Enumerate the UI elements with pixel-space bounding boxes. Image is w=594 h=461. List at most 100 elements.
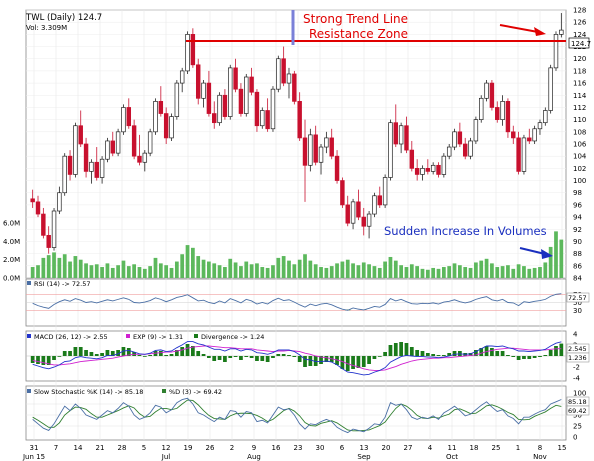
volume-bar (527, 268, 532, 278)
volume-bar (100, 267, 104, 278)
rsi-last-value: 72.57 (568, 294, 587, 302)
macd-histogram-bar (377, 356, 382, 357)
volume-bar (271, 265, 275, 278)
x-tick-label: 15 (558, 444, 567, 452)
price-tick-label: 118 (573, 67, 586, 75)
stoch-legend: Slow Stochastic %K (14) -> 85.18 %D (3) … (27, 388, 222, 396)
volume-bar (538, 267, 542, 278)
macd-histogram-bar (191, 346, 195, 356)
candle-body (361, 216, 366, 227)
price-tick-label: 88 (573, 250, 582, 258)
month-label: Oct (446, 453, 458, 461)
stoch-d-line (32, 399, 562, 432)
volume-bar (393, 260, 398, 278)
candle-body (206, 82, 212, 114)
candle-body (516, 137, 521, 172)
macd-histogram-bar (511, 356, 516, 357)
volume-bar (169, 267, 174, 278)
macd-histogram-bar (217, 356, 222, 360)
candle-body (500, 101, 505, 120)
candle-body (62, 155, 67, 194)
x-tick-label: 23 (294, 444, 303, 452)
divergence-legend-swatch (194, 334, 198, 338)
candle-body (254, 91, 260, 127)
volume-bar (265, 267, 270, 278)
x-tick-label: 8 (538, 444, 542, 452)
candle-body (67, 155, 73, 175)
candle-body (265, 110, 270, 130)
macd-histogram-bar (495, 351, 500, 356)
volume-bar (260, 267, 265, 278)
macd-legend-text: MACD (26, 12) -> 2.55 (34, 333, 108, 341)
volume-bar (484, 258, 489, 278)
volume-bar (228, 258, 233, 278)
x-tick-label: 14 (74, 444, 83, 452)
volume-bar (180, 254, 185, 278)
candle-body (436, 164, 441, 175)
candle-body (543, 110, 548, 124)
macd-tick-label: -2 (573, 364, 580, 372)
volume-bar (84, 263, 88, 278)
macd-histogram-bar (441, 355, 446, 356)
macd-histogram-bar (207, 356, 211, 358)
candle-body (270, 88, 276, 130)
volume-bar (474, 262, 478, 278)
price-tick-label: 106 (573, 141, 587, 149)
volume-bar (479, 260, 484, 278)
candle-body (377, 195, 382, 206)
candle-body (559, 29, 564, 35)
price-tick-label: 92 (573, 226, 582, 234)
macd-histogram-bar (239, 356, 243, 360)
stoch-d-legend-swatch (162, 389, 166, 393)
volume-bar (249, 264, 254, 278)
macd-last-value: 2.545 (568, 345, 587, 353)
volume-bar (174, 261, 179, 278)
x-tick-label: 26 (206, 444, 215, 452)
macd-histogram-bar (78, 347, 83, 356)
volume-bar (142, 268, 147, 278)
candle-body (35, 201, 41, 215)
price-tick-label: 84 (573, 275, 582, 283)
volume-bar (52, 252, 56, 278)
candle-body (292, 73, 297, 102)
candle-body (420, 168, 425, 175)
stoch-d-last-tag (566, 405, 590, 416)
red-arrow-shaft (499, 24, 539, 33)
volume-bar (201, 259, 206, 278)
candle-body (473, 119, 479, 142)
macd-histogram-bar (84, 350, 88, 356)
price-tick-label: 96 (573, 201, 582, 209)
volume-bar (447, 266, 452, 278)
blue-arrow-shaft (519, 247, 546, 255)
exp-legend-swatch (126, 334, 130, 338)
macd-histogram-bar (335, 356, 339, 365)
candle-body (388, 122, 393, 178)
price-tick-label: 114 (573, 92, 587, 100)
candle-body (281, 58, 286, 84)
candle-body (430, 164, 436, 172)
candle-body (174, 82, 180, 117)
volume-tick-label: 6.0M (3, 220, 20, 228)
volume-bar (158, 263, 163, 278)
macd-histogram-bar (281, 354, 286, 356)
price-tick-label: 104 (573, 153, 587, 161)
rsi-legend: RSI (14) -> 72.57 (27, 280, 91, 288)
volume-bar (340, 261, 345, 278)
macd-histogram-bar (319, 356, 323, 364)
macd-histogram-bar (68, 351, 72, 356)
candle-body (505, 101, 511, 133)
candle-body (158, 101, 164, 114)
volume-bar (559, 239, 564, 278)
volume-bar (335, 263, 339, 278)
macd-histogram-bar (201, 354, 206, 356)
stoch-k-legend-text: Slow Stochastic %K (14) -> 85.18 (34, 388, 143, 396)
candle-body (372, 195, 377, 215)
macd-histogram-bar (169, 354, 174, 356)
macd-histogram-bar (244, 356, 249, 357)
candle-body (511, 131, 516, 139)
resistance-zone-annotation: Resistance Zone (309, 27, 408, 41)
volume-bar (324, 267, 329, 278)
volume-bar (281, 256, 286, 278)
volume-bar (132, 264, 136, 278)
candle-body (276, 58, 281, 90)
